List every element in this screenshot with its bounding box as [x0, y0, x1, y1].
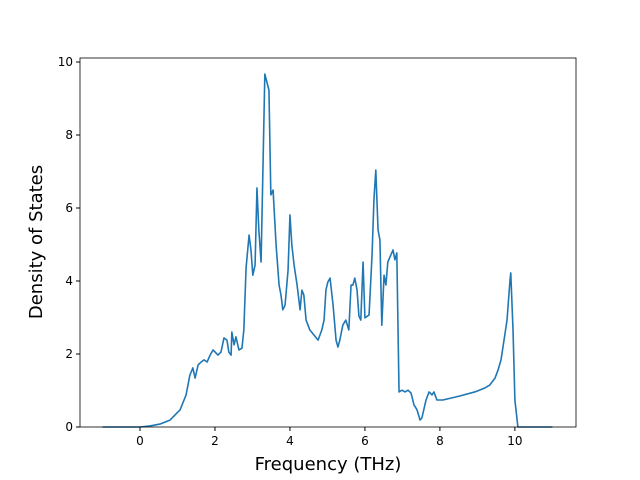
y-tick-label: 4	[65, 274, 73, 288]
x-tick-label: 8	[436, 434, 444, 448]
x-tick-label: 0	[136, 434, 144, 448]
x-tick-label: 4	[286, 434, 294, 448]
x-tick-label: 10	[507, 434, 522, 448]
x-tick-label: 6	[361, 434, 369, 448]
y-tick-label: 6	[65, 201, 73, 215]
dos-line	[102, 73, 553, 428]
y-tick-label: 0	[65, 420, 73, 434]
y-tick-label: 2	[65, 347, 73, 361]
y-axis-label: Density of States	[26, 165, 47, 319]
plot-frame	[79, 57, 577, 428]
y-tick-label: 10	[58, 55, 73, 69]
y-tick-label: 8	[65, 128, 73, 142]
x-tick-label: 2	[211, 434, 219, 448]
x-axis-label: Frequency (THz)	[255, 454, 402, 475]
